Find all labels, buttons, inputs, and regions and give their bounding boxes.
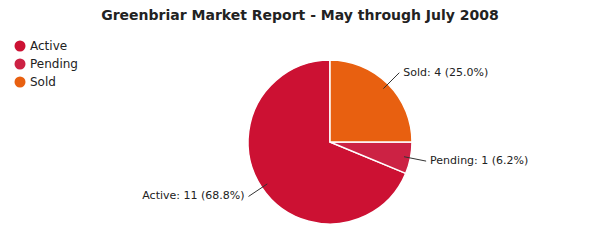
annotation-line	[249, 184, 268, 197]
chart-svg: Greenbriar Market Report - May through J…	[0, 0, 600, 250]
legend-swatch	[15, 59, 26, 70]
annotation-line	[404, 157, 426, 161]
annotation-line	[383, 73, 399, 89]
slice	[330, 60, 412, 142]
annotation: Pending: 1 (6.2%)	[430, 154, 528, 167]
chart-container: Greenbriar Market Report - May through J…	[0, 0, 600, 250]
legend-label: Pending	[30, 57, 78, 71]
slice	[330, 142, 412, 173]
title: Greenbriar Market Report - May through J…	[101, 7, 499, 23]
legend-label: Sold	[30, 75, 56, 89]
slices	[248, 60, 412, 224]
legend-label: Active	[30, 39, 67, 53]
legend: Active Pending Sold	[15, 39, 78, 89]
legend-swatch	[15, 77, 26, 88]
annotation: Active: 11 (68.8%)	[142, 189, 244, 202]
annotations: Active: 11 (68.8%) Pending: 1 (6.2%) Sold:…	[142, 66, 528, 203]
legend-swatch	[15, 41, 26, 52]
annotation: Sold: 4 (25.0%)	[403, 66, 488, 79]
